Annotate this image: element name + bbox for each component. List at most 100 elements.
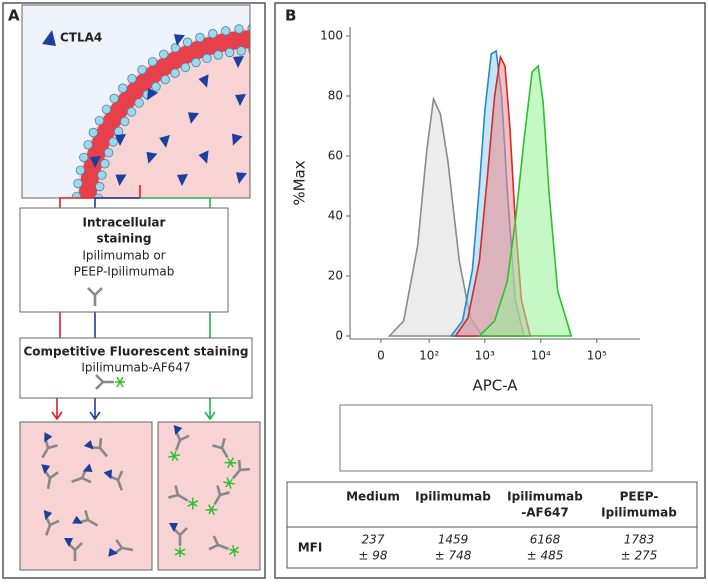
lipid-head — [97, 170, 107, 180]
box-text: PEEP-Ipilimumab — [74, 265, 175, 279]
ctla4 — [187, 112, 199, 124]
ctla4 — [64, 538, 73, 547]
table-row-label: MFI — [298, 541, 323, 555]
x-tick-label: 0 — [377, 349, 385, 363]
lipid-head — [180, 62, 191, 73]
box-text: Ipilimumab-AF647 — [81, 361, 190, 375]
lipid-head — [137, 65, 147, 75]
antibody — [223, 460, 250, 489]
y-tick-label: 60 — [328, 149, 343, 163]
lipid-head — [88, 127, 99, 138]
fluorophore — [205, 504, 218, 516]
lipid-head — [234, 24, 244, 34]
cell — [71, 23, 250, 198]
ctla4 — [43, 509, 53, 521]
box-title: Intracellular — [83, 216, 166, 230]
ctla4 — [41, 464, 51, 475]
y-axis-label: %Max — [291, 160, 309, 205]
table-cell: 1783 — [624, 533, 655, 547]
lipid-head — [213, 50, 223, 60]
lipid-head — [160, 74, 171, 85]
box-title: staining — [97, 232, 152, 246]
lipid-head — [126, 107, 137, 117]
fluorophore — [228, 544, 239, 557]
ctla4 — [235, 172, 247, 184]
lipid-head — [247, 23, 250, 33]
antibody — [108, 539, 134, 557]
ctla4 — [198, 150, 209, 164]
lipid-head — [224, 47, 235, 58]
green-arrow — [204, 398, 216, 421]
legend-triangle — [42, 30, 56, 46]
antibody-shape — [213, 485, 230, 506]
y-tick-label: 20 — [328, 269, 343, 283]
antibody — [103, 469, 124, 491]
box-title: Competitive Fluorescent staining — [23, 345, 248, 359]
antibody-shape — [208, 535, 229, 551]
antibody — [212, 438, 237, 469]
lipid-head — [127, 73, 137, 84]
lipid-head — [221, 26, 231, 36]
lipid-head — [71, 191, 82, 198]
lipid-head — [109, 93, 119, 104]
x-tick-label: 10² — [419, 349, 439, 363]
x-axis-label: APC-A — [472, 377, 518, 395]
ctla4 — [173, 424, 183, 436]
lipid-head — [103, 147, 114, 158]
ctla4 — [177, 174, 188, 186]
antibody-shape — [87, 287, 103, 306]
ctla4 — [198, 74, 209, 88]
blue-arrow — [89, 398, 101, 421]
table-cell: ± 275 — [621, 549, 658, 563]
table-cell: 6168 — [530, 533, 561, 547]
antibody-shape — [168, 485, 189, 502]
table-header: Ipilimumab — [415, 490, 491, 504]
ctla4 — [44, 432, 53, 443]
blue-line — [94, 197, 140, 208]
x-tick-label: 10⁵ — [587, 349, 607, 363]
lipid-head — [95, 181, 105, 192]
fluorophore — [115, 376, 125, 388]
lipid-head — [108, 137, 118, 147]
lipid-head — [208, 29, 218, 39]
y-tick-label: 0 — [335, 329, 343, 343]
ctla4 — [147, 88, 159, 101]
table-header: -AF647 — [521, 506, 569, 520]
lipid-head — [75, 165, 86, 175]
legend-label: CTLA4 — [60, 31, 102, 45]
y-tick-label: 40 — [328, 209, 343, 223]
antibody — [43, 509, 60, 536]
panel-label: A — [8, 7, 20, 25]
ctla4 — [108, 547, 119, 557]
ctla4 — [159, 135, 170, 148]
fluorophore — [174, 547, 186, 557]
antibody-shape — [212, 438, 229, 459]
ctla4 — [232, 133, 243, 146]
antibody — [71, 463, 93, 484]
antibody — [83, 438, 109, 458]
lipid-head — [182, 37, 193, 47]
lipid-head — [93, 193, 104, 198]
lipid-head — [195, 32, 205, 43]
table-cell: ± 485 — [527, 549, 564, 563]
antibody — [169, 523, 188, 557]
antibody — [41, 432, 58, 459]
fluorophore — [168, 450, 181, 461]
lipid-head — [73, 178, 83, 189]
ctla4 — [146, 151, 158, 164]
lipid-head — [101, 104, 112, 114]
lipid-head — [100, 159, 110, 169]
lipid-head — [170, 68, 180, 78]
ctla4 — [115, 134, 126, 146]
table-header: Medium — [346, 490, 400, 504]
lipid-head — [83, 140, 93, 150]
antibody-shape — [231, 460, 250, 480]
legend-box — [339, 404, 653, 472]
antibody — [168, 424, 190, 461]
ctla4 — [103, 469, 113, 480]
connectors — [51, 185, 216, 421]
lipid-head — [202, 53, 212, 64]
competitive-box — [19, 337, 253, 399]
antibody — [41, 464, 59, 490]
antibody-shape — [95, 374, 114, 390]
